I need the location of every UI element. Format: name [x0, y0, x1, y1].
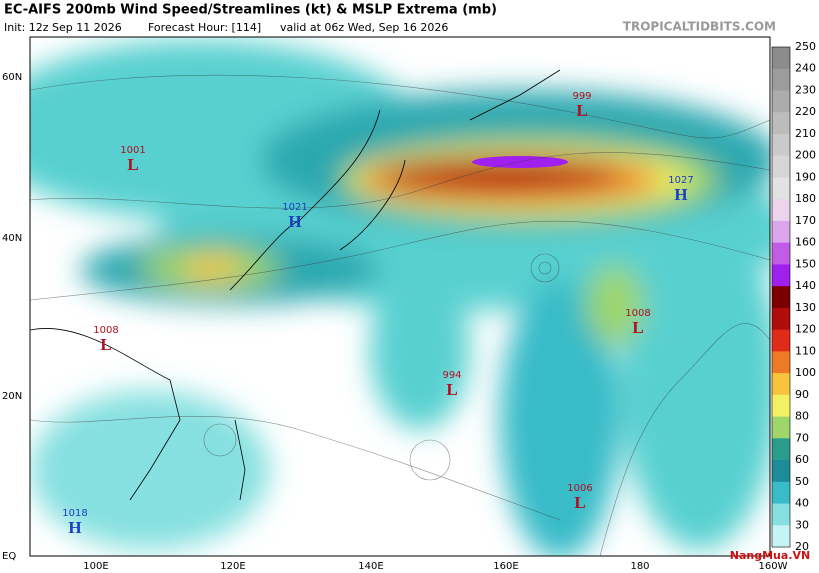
colorbar-segment [772, 438, 790, 461]
extrema-value: 1008 [625, 308, 650, 319]
lon-label: 180 [630, 561, 649, 572]
coastlines [30, 69, 561, 501]
colorbar-frame [771, 46, 791, 548]
colorbar-segment [772, 133, 790, 157]
extrema-value: 1001 [120, 145, 145, 156]
colorbar-label: 100 [795, 366, 816, 379]
lon-label: 160E [493, 561, 518, 572]
colorbar-label: 30 [795, 518, 809, 531]
colorbar-label: 130 [795, 301, 816, 314]
extrema-value: 1008 [93, 325, 118, 336]
lat-label: 20N [2, 391, 22, 402]
colorbar-label: 50 [795, 475, 809, 488]
colorbar-segment [772, 199, 790, 222]
lat-label: EQ [2, 551, 16, 562]
title: EC-AIFS 200mb Wind Speed/Streamlines (kt… [4, 3, 497, 18]
extrema-letter: L [632, 318, 643, 337]
extrema-letter: H [674, 185, 687, 204]
colorbar-segment [772, 329, 790, 352]
colorbar-segment [772, 394, 790, 418]
colorbar-label: 170 [795, 214, 816, 227]
colorbar-label: 120 [795, 323, 816, 336]
colorbar-segment [772, 177, 790, 200]
colorbar-segment [772, 242, 790, 265]
lat-label: 60N [2, 72, 22, 83]
colorbar-label: 90 [795, 388, 809, 401]
colorbar-segment [772, 68, 790, 91]
extrema-letter: L [446, 380, 457, 399]
colorbar-segment [772, 373, 790, 396]
colorbar-segment [772, 155, 790, 178]
colorbar-segment [772, 112, 790, 135]
colorbar-label: 20 [795, 540, 809, 553]
jet-max [472, 156, 568, 168]
forecast-hour: Forecast Hour: [114] [148, 21, 261, 34]
colorbar-label: 230 [795, 83, 816, 96]
colorbar-label: 180 [795, 192, 816, 205]
wind-field [30, 37, 770, 556]
lat-label: 40N [2, 233, 22, 244]
extrema-value: 1018 [62, 508, 87, 519]
lon-label: 160W [759, 561, 788, 572]
lon-label: 120E [220, 561, 245, 572]
extrema-letter: L [100, 335, 111, 354]
colorbar-segment [772, 460, 790, 483]
extrema-value: 1027 [668, 175, 693, 186]
colorbar-segment [772, 286, 790, 309]
colorbar-label: 110 [795, 344, 816, 357]
extrema-value: 1006 [567, 483, 592, 494]
colorbar-label: 250 [795, 40, 816, 53]
colorbar-segment [772, 525, 790, 548]
extrema-letter: H [288, 212, 301, 231]
colorbar-label: 40 [795, 497, 809, 510]
map-frame [29, 36, 771, 557]
colorbar-segment [772, 351, 790, 374]
extrema-value: 999 [572, 91, 591, 102]
valid-time: valid at 06z Wed, Sep 16 2026 [280, 21, 448, 34]
lon-label: 140E [358, 561, 383, 572]
watermark: NangMua.VN [730, 549, 810, 562]
colorbar-segment [772, 503, 790, 526]
colorbar-label: 190 [795, 170, 816, 183]
colorbar-segment [772, 307, 790, 331]
source: TROPICALTIDBITS.COM [623, 20, 776, 34]
extrema-letter: L [127, 155, 138, 174]
colorbar-label: 240 [795, 62, 816, 75]
extrema-letter: L [576, 101, 587, 120]
colorbar-label: 70 [795, 431, 809, 444]
init: Init: 12z Sep 11 2026 [4, 21, 122, 34]
extrema-letter: L [574, 493, 585, 512]
extrema-letter: H [68, 518, 81, 537]
colorbar-label: 80 [795, 410, 809, 423]
colorbar-segment [772, 220, 790, 244]
colorbar-label: 60 [795, 453, 809, 466]
colorbar-label: 140 [795, 279, 816, 292]
colorbar-segment [772, 47, 790, 70]
colorbar-label: 210 [795, 127, 816, 140]
lon-label: 100E [83, 561, 108, 572]
colorbar-segment [772, 264, 790, 287]
colorbar-label: 200 [795, 149, 816, 162]
extrema-value: 1021 [282, 202, 307, 213]
colorbar-label: 150 [795, 257, 816, 270]
colorbar-segment [772, 416, 790, 439]
colorbar-segment [772, 90, 790, 113]
colorbar-label: 220 [795, 105, 816, 118]
extrema-value: 994 [442, 370, 461, 381]
colorbar-label: 160 [795, 236, 816, 249]
colorbar-segment [772, 481, 790, 505]
